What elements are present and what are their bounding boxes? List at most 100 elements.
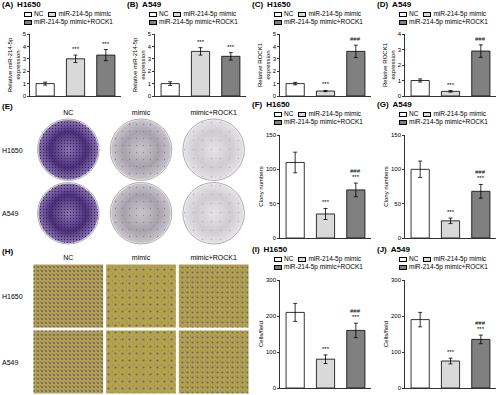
- svg-text:A549: A549: [2, 359, 18, 366]
- svg-text:***: ***: [322, 346, 330, 352]
- svg-text:3: 3: [23, 56, 27, 62]
- svg-text:H1650: H1650: [2, 293, 23, 300]
- svg-text:200: 200: [391, 313, 402, 319]
- html-text:(J) A549: (J) A549: [377, 245, 410, 254]
- svg-text:###: ###: [475, 36, 486, 42]
- svg-text:300: 300: [266, 277, 277, 283]
- svg-text:***: ***: [322, 199, 330, 205]
- svg-text:5: 5: [273, 31, 277, 37]
- svg-text:100: 100: [266, 166, 277, 172]
- svg-text:NC: NC: [63, 109, 73, 116]
- svg-text:***: ***: [322, 81, 330, 87]
- svg-text:100: 100: [391, 349, 402, 355]
- svg-text:Relative miR-214-5pexpression: Relative miR-214-5pexpression: [7, 37, 21, 92]
- svg-text:50: 50: [269, 201, 276, 207]
- html-text:(G) A549: (G) A549: [377, 100, 412, 109]
- svg-text:***: ***: [447, 349, 455, 355]
- svg-text:***: ***: [447, 209, 455, 215]
- svg-text:2: 2: [398, 62, 402, 68]
- svg-text:1: 1: [23, 81, 27, 87]
- svg-text:Cells/field: Cells/field: [383, 321, 389, 347]
- html-text:(F) H1650: (F) H1650: [252, 100, 290, 109]
- svg-text:Relative ROCK1expression: Relative ROCK1expression: [257, 42, 271, 87]
- svg-text:NC: NC: [63, 254, 73, 261]
- html-text:(I) H1650: (I) H1650: [252, 245, 288, 254]
- html-text:(B) A549: (B) A549: [127, 0, 162, 9]
- html-text:miR-214-5p mimic: miR-214-5p mimic: [308, 10, 362, 17]
- svg-text:***: ***: [477, 326, 485, 332]
- svg-text:***: ***: [72, 46, 80, 52]
- svg-text:0: 0: [273, 385, 277, 391]
- svg-text:###: ###: [475, 169, 486, 175]
- svg-text:(E): (E): [2, 102, 13, 111]
- svg-text:0: 0: [398, 235, 402, 241]
- svg-text:0: 0: [23, 93, 27, 99]
- svg-text:***: ***: [477, 175, 485, 181]
- html-text:miR-214-5p mimic: miR-214-5p mimic: [433, 10, 487, 17]
- svg-text:H1650: H1650: [2, 147, 23, 154]
- svg-text:***: ***: [352, 314, 360, 320]
- svg-text:Relative miR-214-5pexpression: Relative miR-214-5pexpression: [132, 37, 146, 92]
- html-text:miR-214-5p mimic+ROCK1: miR-214-5p mimic+ROCK1: [159, 18, 238, 25]
- svg-text:5: 5: [23, 31, 27, 37]
- svg-text:0: 0: [398, 93, 402, 99]
- svg-text:0: 0: [273, 93, 277, 99]
- html-text:NC: NC: [409, 10, 419, 17]
- svg-text:***: ***: [197, 39, 205, 45]
- svg-text:Clony numbers: Clony numbers: [383, 166, 389, 206]
- svg-text:1: 1: [148, 81, 152, 87]
- svg-text:###: ###: [475, 320, 486, 326]
- svg-text:4: 4: [398, 31, 402, 37]
- svg-text:100: 100: [391, 166, 402, 172]
- svg-text:mimic+ROCK1: mimic+ROCK1: [190, 254, 237, 261]
- svg-text:2: 2: [23, 68, 27, 74]
- svg-text:3: 3: [273, 56, 277, 62]
- svg-text:4: 4: [273, 44, 277, 50]
- html-text:NC: NC: [284, 110, 294, 117]
- svg-text:3: 3: [148, 56, 152, 62]
- svg-text:A549: A549: [2, 210, 18, 217]
- svg-text:Cells/field: Cells/field: [258, 321, 264, 347]
- svg-text:mimic: mimic: [132, 254, 151, 261]
- html-text:NC: NC: [284, 10, 294, 17]
- svg-text:###: ###: [350, 168, 361, 174]
- html-text:miR-214-5p mimic: miR-214-5p mimic: [183, 10, 237, 17]
- svg-text:4: 4: [23, 44, 27, 50]
- html-text:NC: NC: [34, 10, 44, 17]
- svg-text:100: 100: [266, 349, 277, 355]
- svg-text:2: 2: [148, 68, 152, 74]
- html-text:(C) H1650: (C) H1650: [252, 0, 291, 9]
- svg-text:0: 0: [148, 93, 152, 99]
- html-text:NC: NC: [159, 10, 169, 17]
- html-text:(D) A549: (D) A549: [377, 0, 412, 9]
- html-text:(A) H1650: (A) H1650: [2, 0, 41, 9]
- svg-text:2: 2: [273, 68, 277, 74]
- html-text:miR-214-5p mimic: miR-214-5p mimic: [58, 10, 112, 17]
- svg-text:###: ###: [350, 36, 361, 42]
- svg-text:200: 200: [266, 313, 277, 319]
- svg-text:Relative ROCK1expression: Relative ROCK1expression: [382, 42, 396, 87]
- svg-text:mimic+ROCK1: mimic+ROCK1: [190, 109, 237, 116]
- svg-text:***: ***: [227, 44, 235, 50]
- svg-text:Clony numbers: Clony numbers: [258, 166, 264, 206]
- svg-text:###: ###: [350, 308, 361, 314]
- svg-text:150: 150: [391, 132, 402, 138]
- svg-text:150: 150: [266, 132, 277, 138]
- svg-text:5: 5: [148, 31, 152, 37]
- svg-text:300: 300: [391, 277, 402, 283]
- svg-text:***: ***: [352, 174, 360, 180]
- svg-text:1: 1: [398, 78, 402, 84]
- svg-text:***: ***: [447, 82, 455, 88]
- svg-text:***: ***: [102, 41, 110, 47]
- svg-text:0: 0: [273, 235, 277, 241]
- svg-text:50: 50: [394, 201, 401, 207]
- svg-text:1: 1: [273, 81, 277, 87]
- svg-text:3: 3: [398, 47, 402, 53]
- svg-text:(H): (H): [2, 247, 13, 256]
- html-text:miR-214-5p mimic+ROCK1: miR-214-5p mimic+ROCK1: [34, 18, 113, 25]
- html-text:miR-214-5p mimic+ROCK1: miR-214-5p mimic+ROCK1: [409, 18, 488, 25]
- html-text:miR-214-5p mimic+ROCK1: miR-214-5p mimic+ROCK1: [284, 18, 363, 25]
- svg-text:0: 0: [398, 385, 402, 391]
- svg-text:4: 4: [148, 44, 152, 50]
- svg-text:mimic: mimic: [132, 109, 151, 116]
